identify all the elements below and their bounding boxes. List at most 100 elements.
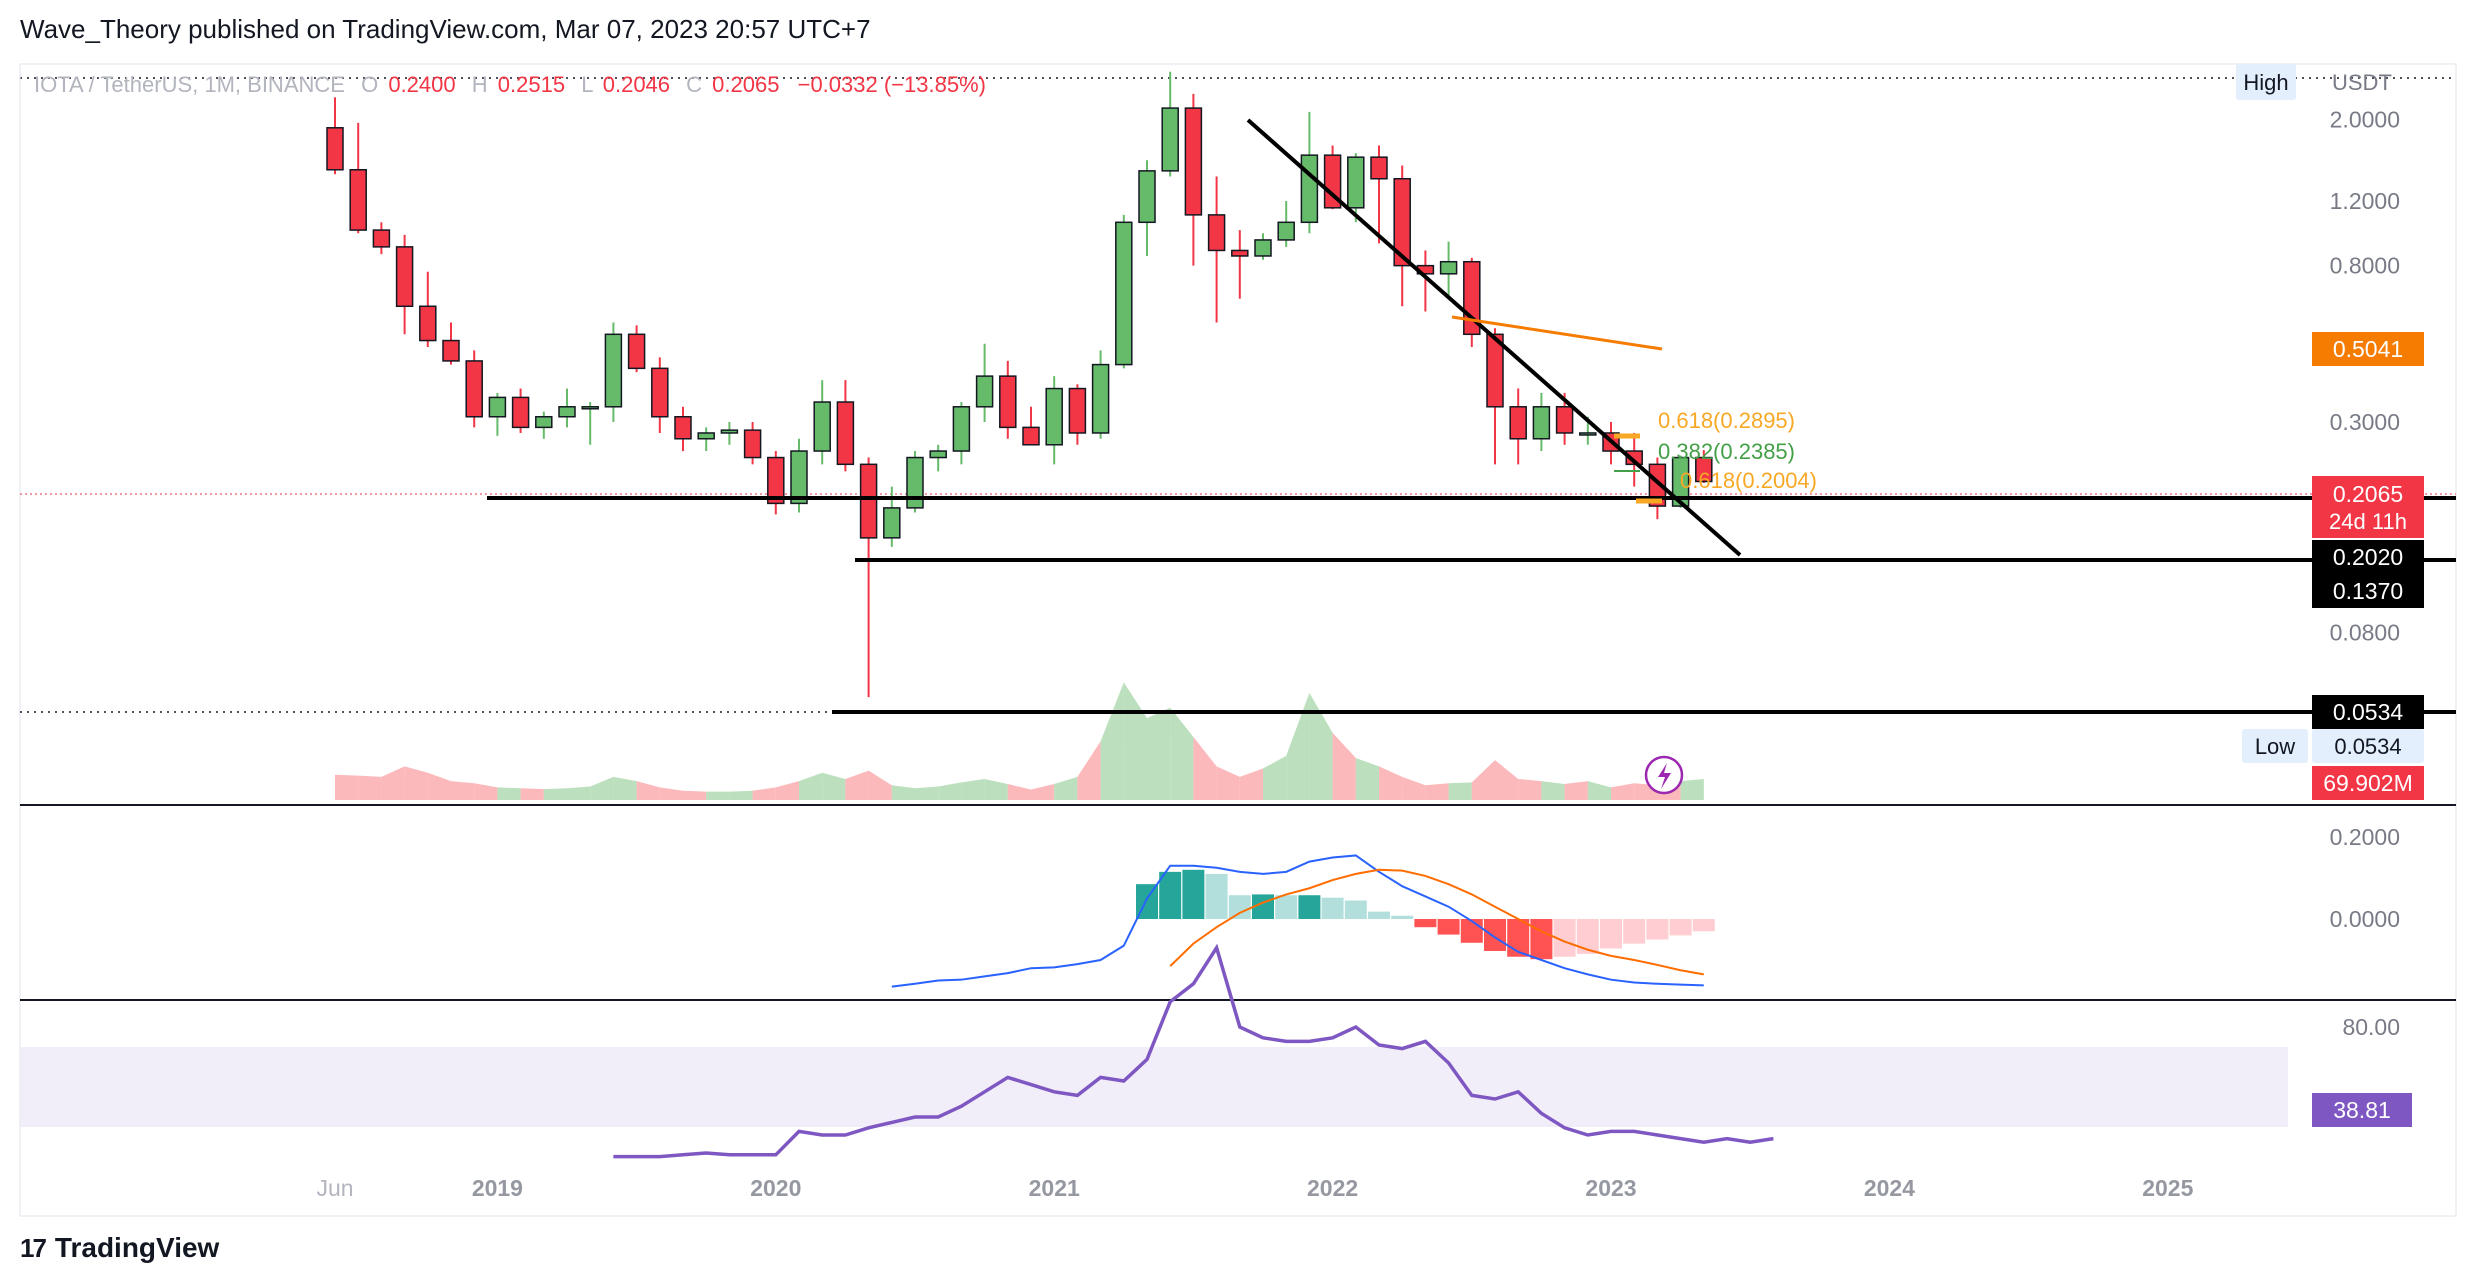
tradingview-footer[interactable]: 17 TradingView	[20, 1232, 219, 1264]
volume-area	[659, 787, 683, 800]
volume-area	[961, 779, 985, 800]
price-axis-tick: 0.0800	[2330, 620, 2400, 646]
candle-body	[1254, 239, 1272, 257]
support-badge-3: 0.0534	[2333, 699, 2404, 725]
low-value: 0.0534	[2334, 734, 2401, 759]
candle-body	[395, 246, 414, 308]
candle-body	[1022, 426, 1040, 446]
candle-body	[1300, 154, 1319, 224]
rsi-axis-tick: 80.00	[2342, 1014, 2400, 1040]
volume-area	[1611, 783, 1635, 800]
rsi-badge-bg	[2312, 1093, 2412, 1127]
candle-body	[627, 333, 646, 370]
candle-body	[1115, 221, 1133, 366]
macd-histogram-bar	[1646, 919, 1669, 940]
fib-label-0-382: 0.382(0.2385)	[1658, 439, 1795, 464]
candle-body	[1347, 156, 1365, 209]
candle-body	[952, 406, 971, 452]
candle-body	[465, 360, 483, 418]
volume-area	[799, 772, 823, 800]
volume-area	[706, 791, 730, 800]
support-badge-2: 0.1370	[2333, 578, 2403, 604]
rsi-badge: 38.81	[2333, 1097, 2391, 1123]
lightning-glyph	[1658, 763, 1671, 789]
volume-area	[1286, 692, 1310, 800]
macd-histogram-bar	[1484, 919, 1506, 951]
candle-body	[720, 429, 739, 434]
candle-body	[604, 333, 623, 408]
volume-area	[775, 781, 799, 800]
candle-body	[929, 450, 947, 459]
legend-low: 0.2046	[603, 72, 670, 97]
volume-badge: 69.902M	[2323, 770, 2413, 796]
volume-area	[636, 781, 660, 800]
tradingview-brand: TradingView	[54, 1232, 220, 1263]
volume-area	[1054, 776, 1078, 800]
macd-histogram-bar	[1159, 871, 1182, 919]
rsi-band	[20, 1047, 2288, 1127]
candle-body	[836, 401, 855, 466]
candle-body	[1439, 260, 1458, 275]
price-axis-tick: 2.0000	[2330, 107, 2400, 133]
macd-histogram-bar	[1600, 919, 1622, 949]
time-axis-tick: 2021	[1029, 1175, 1080, 1201]
candle-body	[1579, 432, 1597, 436]
volume-area	[1332, 732, 1356, 800]
volume-area	[335, 774, 359, 800]
time-axis-tick: 2024	[1864, 1175, 1915, 1201]
macd-histogram-bar	[1553, 919, 1576, 957]
candle-body	[1207, 214, 1226, 252]
volume-area	[752, 787, 776, 800]
candle-body	[1695, 456, 1713, 483]
macd-histogram-bar	[1228, 895, 1251, 919]
volume-layer	[335, 682, 1704, 800]
time-axis-tick: 2019	[472, 1175, 523, 1201]
descending-trendline[interactable]	[1246, 118, 1742, 557]
volume-area	[1193, 737, 1217, 800]
candle-body	[442, 339, 460, 362]
volume-area	[891, 785, 915, 800]
volume-area	[427, 772, 451, 800]
volume-area	[590, 776, 614, 800]
low-tag: Low	[2255, 734, 2295, 759]
candles-layer	[326, 71, 1713, 698]
candle-body	[697, 432, 715, 440]
candle-body	[1671, 456, 1690, 507]
price-badge: 0.2065	[2333, 481, 2403, 507]
price-badge-bg	[2312, 476, 2424, 538]
volume-area	[1216, 766, 1240, 800]
support-badge-1: 0.2020	[2333, 544, 2403, 570]
volume-area	[1263, 755, 1287, 800]
candle-body	[419, 305, 437, 342]
candle-body	[581, 406, 599, 410]
time-axis-tick: Jun	[316, 1175, 353, 1201]
ohlc-legend: IOTA / TetherUS, 1M, BINANCE O 0.2400 H …	[34, 72, 986, 97]
volume-area	[822, 772, 846, 800]
candle-body	[1138, 170, 1156, 224]
legend-change: −0.0332 (−13.85%)	[798, 72, 986, 97]
volume-area	[845, 770, 869, 800]
macd-histogram-bar	[1530, 919, 1553, 960]
time-axis-tick: 2025	[2142, 1175, 2193, 1201]
rsi-layer	[613, 943, 1774, 1159]
macd-histogram-bar	[1414, 919, 1437, 928]
macd-histogram-bar	[1275, 895, 1298, 919]
volume-badge-bg	[2312, 766, 2424, 800]
candle-body	[1486, 333, 1504, 408]
candle-body	[372, 229, 391, 248]
volume-area	[1680, 779, 1704, 800]
orange-ma-line[interactable]	[1451, 315, 1663, 351]
candle-body	[326, 127, 344, 171]
candle-body	[1184, 107, 1203, 216]
volume-area	[543, 788, 567, 800]
candle-body	[1045, 387, 1063, 446]
volume-area	[520, 788, 544, 800]
orange-level-badge-bg	[2312, 332, 2424, 366]
volume-area	[497, 787, 521, 800]
volume-area	[938, 782, 962, 800]
candle-body	[859, 463, 878, 539]
candle-body	[790, 450, 808, 505]
publisher-header: Wave_Theory published on TradingView.com…	[20, 14, 871, 44]
price-axis: 2.0000 1.2000 0.8000 0.3000 0.0800 0.2000 0.00…	[2330, 107, 2400, 1040]
